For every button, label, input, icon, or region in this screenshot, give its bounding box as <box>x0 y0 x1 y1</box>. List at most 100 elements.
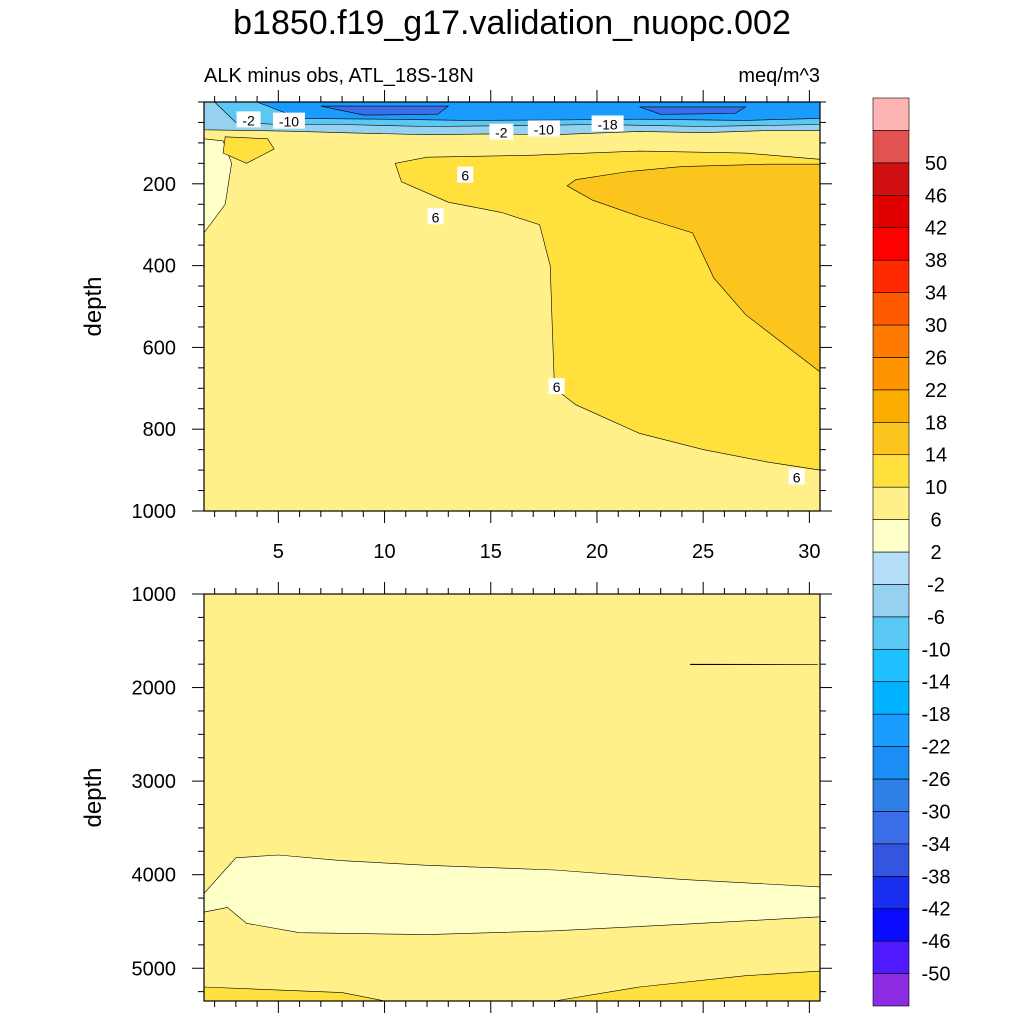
colorbar-label: -26 <box>922 769 951 791</box>
colorbar-label: 14 <box>925 445 947 467</box>
colorbar-swatch <box>872 551 910 585</box>
colorbar-label: -30 <box>922 801 951 823</box>
contour-region <box>222 136 275 164</box>
colorbar-label: 26 <box>925 347 947 369</box>
y-ticks <box>192 101 832 512</box>
contour-label-bg <box>489 123 514 140</box>
contour-label: -10 <box>279 114 299 130</box>
contour-label: -18 <box>597 116 617 132</box>
colorbar-label: 50 <box>925 153 947 175</box>
colorbar-label: -14 <box>922 672 951 694</box>
colorbar-swatch <box>872 908 910 942</box>
colorbar-swatch <box>872 389 910 423</box>
x-tick-label: 20 <box>586 541 608 563</box>
y-tick-label: 3000 <box>132 771 177 793</box>
contour-label: 6 <box>432 209 440 225</box>
contour-label: -10 <box>534 121 554 137</box>
colorbar-swatch <box>872 194 910 229</box>
contour-region <box>566 163 821 373</box>
contour-region <box>320 105 450 116</box>
y-tick-label: 1000 <box>132 501 177 523</box>
y-tick-label: 800 <box>143 419 176 441</box>
colorbar-swatch <box>872 616 910 650</box>
contour-label: -2 <box>495 125 508 141</box>
y-tick-label: 400 <box>143 256 176 278</box>
y-tick-label: 5000 <box>132 958 177 980</box>
contour-background <box>204 594 820 1001</box>
colorbar-swatch <box>872 973 910 1007</box>
chart-title: b1850.f19_g17.validation_nuopc.002 <box>233 4 791 42</box>
contour-label-bg <box>236 111 261 128</box>
colorbar: -50 -46 -42 -38 -34 -30 -26 -22 -18 -14 -10 -6 -2 26 1… <box>872 97 951 1007</box>
colorbar-label: -22 <box>922 737 951 759</box>
contour-label-bg <box>427 208 444 225</box>
contour-label-bg <box>272 112 305 129</box>
y-ticks <box>192 593 832 993</box>
colorbar-swatch <box>872 843 910 877</box>
colorbar-swatch <box>872 681 910 715</box>
lower-panel: 1000 2000 3000 4000 5000 depth <box>80 582 832 1013</box>
contour-fills <box>203 101 821 471</box>
colorbar-swatch <box>872 97 910 131</box>
colorbar-swatch <box>872 486 910 520</box>
chart-units: meq/m^3 <box>738 65 820 87</box>
x-tick-label: 15 <box>480 541 502 563</box>
contour-label-bg <box>788 468 805 485</box>
colorbar-label: 10 <box>925 477 947 499</box>
colorbar-label: 46 <box>925 185 947 207</box>
x-tick-label: 10 <box>373 541 395 563</box>
contour-label-bg <box>591 115 624 132</box>
colorbar-label: 38 <box>925 250 947 272</box>
colorbar-swatch <box>872 648 910 683</box>
colorbar-swatch <box>872 162 910 196</box>
colorbar-swatch <box>872 519 910 553</box>
colorbar-label: -18 <box>922 704 951 726</box>
colorbar-label: -2 <box>927 574 945 596</box>
colorbar-label: 18 <box>925 412 947 434</box>
chart-subtitle-left: ALK minus obs, ATL_18S-18N <box>204 65 474 87</box>
contour-label-bg <box>527 120 560 137</box>
colorbar-swatch <box>872 713 910 747</box>
colorbar-label: -10 <box>922 639 951 661</box>
colorbar-label: -6 <box>927 607 945 629</box>
x-tick-label: 5 <box>273 541 284 563</box>
upper-panel: -2 -10 -2 -10 -18 6 6 6 6 5 10 15 20 25 30 200 400 600 800… <box>80 90 832 563</box>
colorbar-label: 30 <box>925 315 947 337</box>
colorbar-label: 34 <box>925 283 947 305</box>
contour-label: 6 <box>553 379 561 395</box>
contour-label: 6 <box>793 469 801 485</box>
colorbar-label: 6 <box>930 510 941 532</box>
y-tick-label: 2000 <box>132 678 177 700</box>
y-tick-label: 200 <box>143 174 176 196</box>
colorbar-label: -38 <box>922 866 951 888</box>
colorbar-label: -34 <box>922 834 951 856</box>
colorbar-swatch <box>872 324 910 358</box>
contour-label-bg <box>457 166 474 183</box>
colorbar-label: -50 <box>922 964 951 986</box>
colorbar-label: -46 <box>922 931 951 953</box>
y-tick-label: 4000 <box>132 865 177 887</box>
x-ticks <box>214 582 810 1013</box>
x-tick-label: 25 <box>692 541 714 563</box>
colorbar-label: -42 <box>922 899 951 921</box>
colorbar-swatch <box>872 357 910 391</box>
colorbar-swatch <box>872 454 910 488</box>
colorbar-swatch <box>872 811 910 845</box>
colorbar-label: 22 <box>925 380 947 402</box>
contour-region <box>639 106 747 115</box>
contour-label: -2 <box>242 112 255 128</box>
colorbar-swatch <box>872 259 910 293</box>
contour-label: 6 <box>461 168 469 184</box>
colorbar-swatch <box>872 130 910 164</box>
x-ticks <box>214 90 810 523</box>
colorbar-swatch <box>872 940 910 974</box>
y-axis-label: depth <box>80 767 107 827</box>
colorbar-swatch <box>872 421 910 456</box>
colorbar-swatch <box>872 778 910 812</box>
colorbar-swatch <box>872 584 910 618</box>
colorbar-swatch <box>872 746 910 780</box>
colorbar-swatch <box>872 875 910 910</box>
x-tick-label: 30 <box>798 541 820 563</box>
colorbar-label: 42 <box>925 218 947 240</box>
